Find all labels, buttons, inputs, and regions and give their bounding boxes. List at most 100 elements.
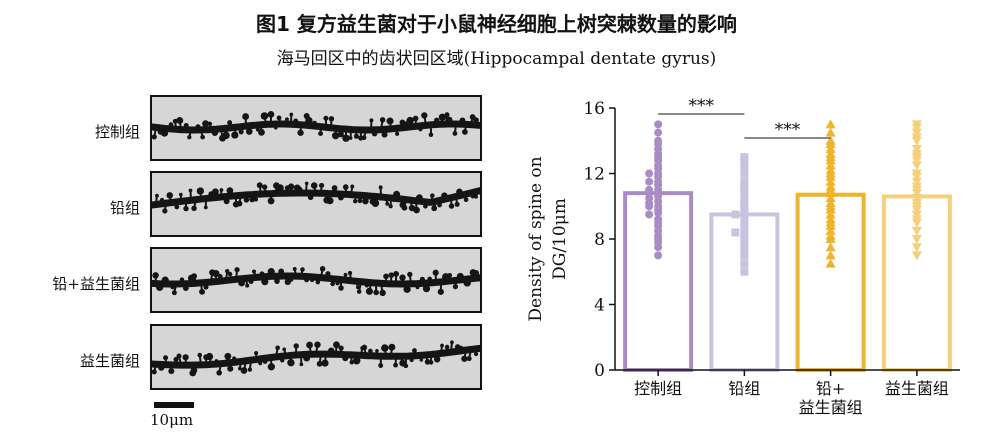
dendritic-spine-head [246, 128, 253, 135]
dendritic-spine-head [371, 199, 380, 207]
dendritic-spine-head [338, 285, 344, 291]
data-point [740, 267, 749, 276]
dendritic-spine-head [381, 131, 388, 138]
dendritic-spine-head [463, 197, 469, 203]
dendritic-spine-head [444, 344, 450, 350]
dendritic-spine-head [238, 279, 246, 287]
dendritic-spine-head [152, 272, 159, 279]
data-point [911, 226, 922, 236]
dendritic-spine-head [314, 341, 321, 348]
dendritic-spine-head [247, 367, 253, 372]
y-tick-label: 12 [583, 165, 605, 185]
dendritic-spine-head [459, 345, 464, 350]
dendritic-spine-head [203, 205, 208, 210]
dendritic-spine-head [375, 348, 379, 353]
dendritic-spine-head [305, 117, 313, 124]
dendritic-spine-head [297, 129, 304, 136]
dendritic-spine-head [179, 277, 185, 282]
data-point [825, 171, 836, 181]
dendritic-spine-head [456, 188, 463, 195]
dendritic-spine-head [315, 279, 321, 285]
dendritic-spine-head [275, 345, 280, 351]
data-point [740, 177, 749, 186]
x-tick-label: 控制组 [634, 379, 682, 398]
dendritic-spine-head [431, 205, 438, 212]
dendritic-spine-head [162, 208, 168, 214]
dendritic-spine-head [452, 131, 458, 136]
data-point [654, 243, 663, 252]
dendritic-spine-head [211, 129, 219, 136]
data-point [731, 210, 740, 219]
dendritic-spine-head [395, 131, 400, 136]
dendritic-spine-head [176, 117, 184, 124]
dendritic-spine-head [211, 188, 219, 196]
dendritic-spine-head [362, 197, 369, 205]
data-point [731, 228, 740, 237]
data-point [645, 169, 654, 178]
dendritic-spine-head [168, 122, 174, 128]
dendritic-spine-head [166, 192, 174, 199]
dendritic-spine-head [437, 288, 444, 295]
data-point [654, 120, 663, 129]
data-point [740, 169, 749, 178]
dendritic-spine-head [337, 194, 344, 201]
dendritic-spine-head [240, 367, 248, 374]
data-point [825, 188, 836, 198]
data-point [825, 127, 836, 137]
dendritic-spine-head [379, 289, 386, 297]
dendritic-spine-head [421, 112, 428, 119]
dendritic-spine-head [195, 124, 201, 130]
dendritic-spine-head [422, 285, 431, 293]
dendritic-spine-head [214, 359, 219, 363]
dendritic-spine-head [170, 285, 175, 290]
significance-brackets: *** *** [658, 96, 831, 140]
dendritic-spine-head [427, 276, 432, 282]
dendritic-spine-head [262, 359, 268, 364]
dendritic-spine-head [388, 272, 395, 278]
dendritic-spine-head [348, 136, 353, 140]
x-tick-label: 铅组 [728, 379, 760, 398]
dendritic-spine-head [304, 181, 309, 186]
data-point [911, 161, 922, 171]
dendritic-spine-head [260, 112, 269, 120]
dendritic-spine-head [161, 276, 169, 284]
micrograph-panel-lead-probiotic [150, 247, 482, 313]
dendritic-spine-head [338, 345, 344, 351]
bar [623, 191, 694, 373]
data-point [911, 251, 922, 261]
dendritic-spine-head [274, 278, 280, 284]
data-point [825, 209, 836, 219]
dendritic-spine-head [284, 117, 289, 122]
data-point [740, 251, 749, 260]
dendritic-spine-head [403, 285, 411, 293]
data-point [911, 210, 922, 220]
dendritic-spine-head [300, 267, 305, 272]
dendritic-spine-head [207, 121, 213, 126]
dendritic-spine-head [446, 116, 453, 124]
data-point [911, 205, 922, 215]
dendritic-spine-head [182, 354, 189, 361]
dendritic-spine-head [238, 129, 244, 135]
dendritic-spine-head [386, 117, 394, 125]
dendritic-spine-head [183, 205, 189, 212]
dendritic-spine-head [433, 356, 441, 363]
dendritic-spine-head [173, 356, 179, 362]
dendritic-spine-head [413, 206, 420, 214]
dendritic-spine-head [288, 276, 294, 282]
dendritic-spine-head [238, 366, 242, 371]
dendritic-spine-head [292, 266, 297, 271]
dendritic-spine-head [234, 267, 240, 273]
data-point [825, 160, 836, 170]
data-point [911, 128, 922, 138]
data-point [911, 189, 922, 199]
scale-bar [154, 402, 194, 408]
dendritic-spine-head [350, 184, 355, 189]
dendritic-spine-head [242, 113, 250, 120]
dendritic-spine-head [412, 348, 417, 353]
dendritic-spine-head [293, 118, 299, 124]
dendritic-spine-head [219, 188, 224, 192]
data-point [740, 164, 749, 173]
data-point [740, 238, 749, 247]
spine-density-chart: 0 4 8 12 16 *** *** 控制组 铅组 铅+益生菌组 益生菌组 Density o… [526, 96, 960, 417]
dendritic-spine-head [432, 269, 439, 276]
